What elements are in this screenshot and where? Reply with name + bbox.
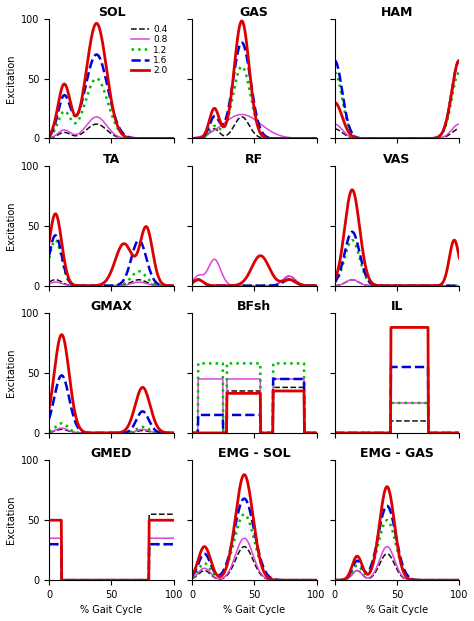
Title: TA: TA (103, 153, 120, 166)
Title: SOL: SOL (98, 6, 125, 19)
Title: EMG - SOL: EMG - SOL (218, 447, 291, 460)
Legend: 0.4, 0.8, 1.2, 1.6, 2.0: 0.4, 0.8, 1.2, 1.6, 2.0 (129, 23, 169, 77)
Y-axis label: Excitation: Excitation (6, 349, 16, 397)
Y-axis label: Excitation: Excitation (6, 201, 16, 250)
Title: VAS: VAS (383, 153, 410, 166)
X-axis label: % Gait Cycle: % Gait Cycle (223, 605, 285, 615)
Title: EMG - GAS: EMG - GAS (360, 447, 434, 460)
Y-axis label: Excitation: Excitation (6, 496, 16, 545)
Title: GMED: GMED (91, 447, 132, 460)
Title: RF: RF (245, 153, 263, 166)
Y-axis label: Excitation: Excitation (6, 54, 16, 102)
X-axis label: % Gait Cycle: % Gait Cycle (81, 605, 143, 615)
Title: GMAX: GMAX (91, 300, 132, 313)
Title: HAM: HAM (381, 6, 413, 19)
Title: BFsh: BFsh (237, 300, 271, 313)
X-axis label: % Gait Cycle: % Gait Cycle (366, 605, 428, 615)
Title: GAS: GAS (240, 6, 269, 19)
Title: IL: IL (391, 300, 403, 313)
